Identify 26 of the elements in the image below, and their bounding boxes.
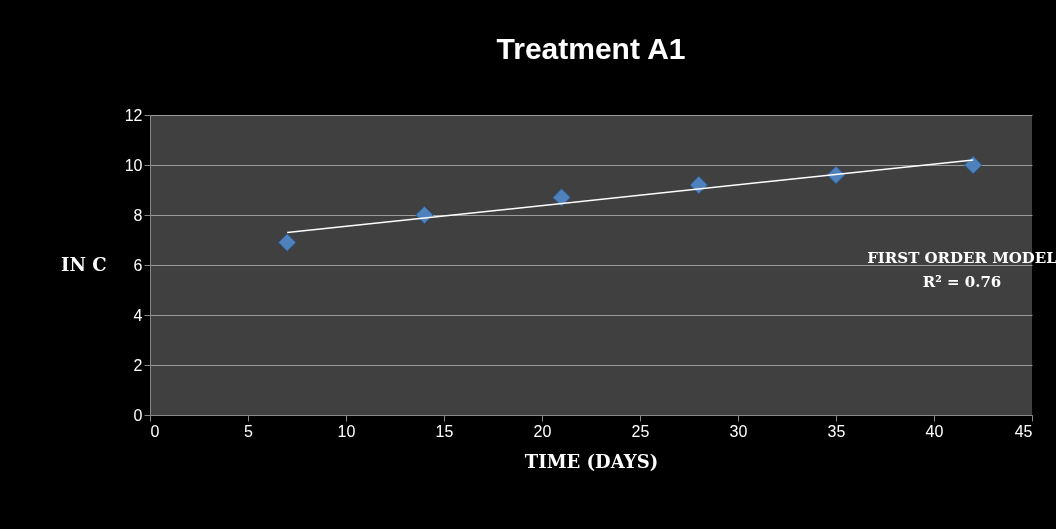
y-tick-label: 8 — [133, 206, 143, 224]
x-tick-label: 35 — [827, 422, 846, 440]
y-tick-label: 6 — [133, 256, 143, 274]
point — [964, 155, 983, 175]
annotation: FIRST ORDER MODEL — [867, 249, 1056, 267]
point — [689, 175, 708, 195]
annotation: R² = 0.76 — [922, 273, 1002, 291]
x-tick-label: 20 — [533, 422, 552, 440]
x-axis-title: TIME (DAYS) — [524, 450, 659, 472]
x-tick-label: 0 — [150, 422, 160, 440]
chart-title: Treatment A1 — [496, 32, 686, 65]
x-tick-label: 5 — [244, 422, 254, 440]
point — [278, 233, 297, 252]
y-tick-label: 10 — [124, 156, 143, 174]
y-tick-label: 12 — [124, 106, 143, 124]
x-tick-label: 10 — [337, 422, 356, 440]
x-tick-label: 40 — [925, 422, 944, 440]
y-tick-label: 0 — [133, 406, 143, 424]
x-tick-label: 45 — [1014, 422, 1033, 440]
y-tick-label: 2 — [133, 356, 143, 374]
x-tick-label: 15 — [435, 422, 454, 440]
x-tick-label: 25 — [631, 422, 650, 440]
y-axis-title: IN C — [61, 253, 107, 275]
x-tick-label: 30 — [729, 422, 748, 440]
point — [552, 188, 571, 207]
y-tick-label: 4 — [133, 306, 143, 324]
